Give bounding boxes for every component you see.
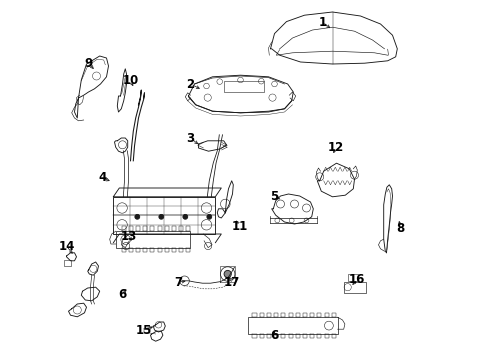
Text: 3: 3 xyxy=(186,131,194,144)
Text: 10: 10 xyxy=(122,74,138,87)
Text: 14: 14 xyxy=(58,239,75,252)
Circle shape xyxy=(135,215,140,219)
Text: 7: 7 xyxy=(174,275,182,288)
Bar xyxy=(343,282,365,293)
Text: 9: 9 xyxy=(84,57,92,70)
Bar xyxy=(63,260,71,266)
Text: 5: 5 xyxy=(270,189,278,202)
Circle shape xyxy=(224,270,231,278)
Text: 11: 11 xyxy=(231,220,247,233)
Text: 6: 6 xyxy=(270,329,278,342)
Circle shape xyxy=(183,215,187,219)
Text: 17: 17 xyxy=(223,275,239,288)
Bar xyxy=(247,317,337,334)
Text: 15: 15 xyxy=(135,324,152,337)
Circle shape xyxy=(206,215,211,219)
Text: 2: 2 xyxy=(186,77,194,90)
Text: 16: 16 xyxy=(348,273,365,286)
Text: 6: 6 xyxy=(118,288,126,301)
Bar xyxy=(223,81,263,92)
Text: 13: 13 xyxy=(121,230,137,243)
Text: 8: 8 xyxy=(396,221,404,234)
Text: 12: 12 xyxy=(327,141,343,154)
Circle shape xyxy=(159,215,163,219)
Bar xyxy=(116,231,189,248)
Text: 4: 4 xyxy=(98,171,106,184)
Bar xyxy=(113,197,215,234)
Text: 1: 1 xyxy=(318,15,326,28)
Bar xyxy=(347,274,357,281)
